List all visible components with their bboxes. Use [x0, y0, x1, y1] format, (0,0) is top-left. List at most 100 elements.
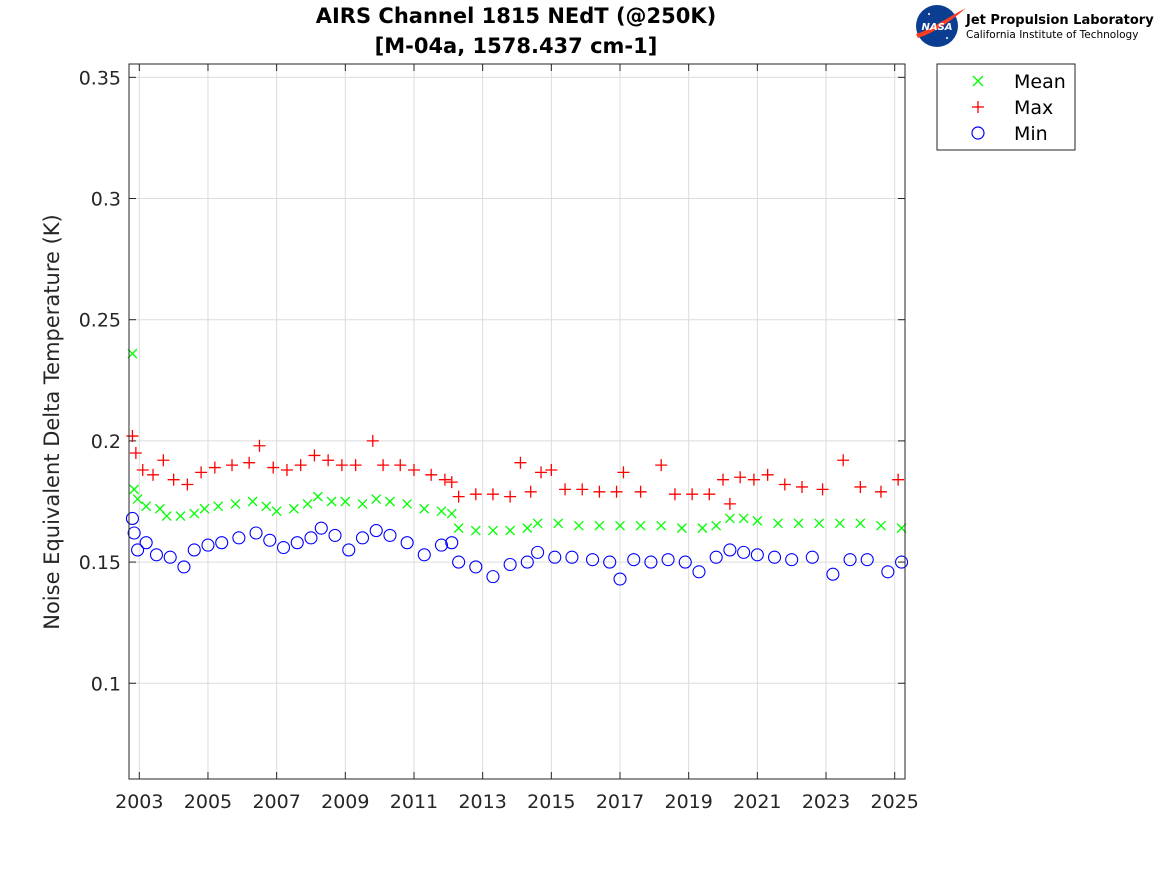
max-point [208, 461, 221, 474]
y-tick-label: 0.3 [91, 189, 121, 211]
min-point [860, 553, 874, 567]
nasa-star-icon [928, 13, 930, 15]
max-point [445, 476, 458, 489]
max-point [167, 473, 180, 486]
max-point [545, 463, 558, 476]
y-axis-label: Noise Equivalent Delta Temperature (K) [40, 214, 64, 630]
max-point [469, 488, 482, 501]
mean-point [326, 496, 337, 507]
x-tick-label: 2005 [184, 791, 232, 813]
min-point [417, 548, 431, 562]
mean-point [247, 496, 258, 507]
min-point [469, 560, 483, 574]
max-point [634, 485, 647, 498]
max-point [717, 473, 730, 486]
min-point [304, 531, 318, 545]
max-point [126, 430, 139, 443]
jpl-institution: California Institute of Technology [966, 29, 1138, 41]
plot-frame [128, 63, 906, 780]
min-point [131, 543, 145, 557]
max-point [147, 468, 160, 481]
max-point [723, 497, 736, 510]
mean-point [230, 498, 241, 509]
mean-point [436, 506, 447, 517]
mean-point [302, 498, 313, 509]
x-tick-label: 2021 [733, 791, 781, 813]
legend-box [936, 63, 1076, 151]
plot-area: 2003 2005 2007 2009 2011 2013 2015 2017 2019 2021… [79, 63, 919, 813]
min-point [434, 538, 449, 552]
legend-max-marker [972, 101, 984, 113]
min-point [486, 570, 500, 584]
min-point [369, 524, 383, 538]
min-point [383, 528, 397, 542]
max-point [593, 485, 606, 498]
max-point [504, 490, 517, 503]
max-point [795, 480, 808, 493]
min-point [692, 565, 706, 579]
mean-point [384, 496, 395, 507]
min-point [201, 538, 215, 552]
legend-min-marker [971, 126, 985, 140]
min-point [355, 531, 370, 545]
legend-mean-marker [972, 75, 984, 87]
max-point [407, 463, 420, 476]
max-point [157, 454, 170, 467]
min-point [627, 553, 641, 567]
max-point [335, 459, 348, 472]
y-tick-label: 0.25 [79, 310, 121, 332]
chart-title: AIRS Channel 1815 NEdT (@250K) [316, 4, 717, 28]
legend-mean-label: Mean [1014, 71, 1066, 93]
max-point [655, 459, 668, 472]
min-point [548, 550, 562, 564]
max-point [136, 463, 149, 476]
max-point [617, 466, 630, 479]
jpl-logo: NASA Jet Propulsion Laboratory Californi… [916, 5, 1154, 47]
max-point [486, 488, 499, 501]
mean-point [697, 523, 708, 534]
min-point [585, 553, 600, 567]
mean-point [855, 518, 866, 529]
max-point [576, 483, 589, 496]
min-point [127, 526, 141, 540]
mean-point [141, 501, 152, 512]
min-point [895, 555, 909, 569]
max-point [892, 473, 905, 486]
min-point [881, 565, 895, 579]
min-point [342, 543, 356, 557]
x-tick-label: 2015 [527, 791, 575, 813]
mean-point [635, 520, 646, 531]
legend-max-label: Max [1014, 97, 1053, 119]
min-point [750, 548, 764, 562]
min-point [737, 545, 751, 559]
mean-point [711, 520, 722, 531]
max-point [195, 466, 208, 479]
x-tick-label: 2019 [665, 791, 713, 813]
max-point [394, 459, 407, 472]
mean-point [371, 494, 382, 505]
min-point [503, 557, 517, 572]
max-point [267, 461, 280, 474]
mean-point [175, 511, 186, 521]
mean-point [261, 501, 272, 512]
min-point [232, 531, 246, 545]
mean-point [876, 520, 886, 531]
x-tick-label: 2011 [390, 791, 438, 813]
min-point [249, 526, 263, 540]
max-point [610, 485, 623, 498]
max-point [734, 471, 747, 484]
min-point [826, 567, 840, 581]
mean-point [738, 513, 749, 524]
jpl-name: Jet Propulsion Laboratory [965, 13, 1154, 28]
x-tick-label: 2017 [596, 791, 644, 813]
max-point [377, 459, 390, 472]
min-point [445, 536, 459, 550]
mean-point [793, 518, 804, 529]
max-point [243, 456, 256, 469]
x-tick-label: 2025 [871, 791, 919, 813]
nasa-swoosh-icon [916, 8, 966, 38]
max-point [253, 439, 266, 452]
max-point [524, 485, 537, 498]
max-point [349, 459, 362, 472]
